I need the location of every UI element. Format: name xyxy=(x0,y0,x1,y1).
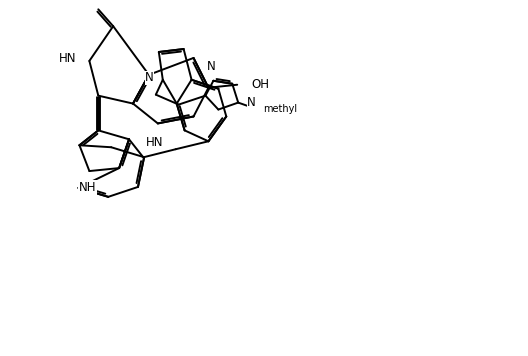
Text: OH: OH xyxy=(251,78,269,91)
Text: N: N xyxy=(145,71,154,84)
Text: N: N xyxy=(207,60,216,73)
Text: HN: HN xyxy=(146,136,164,149)
Text: NH: NH xyxy=(79,181,96,194)
Text: N: N xyxy=(247,96,256,109)
Text: HN: HN xyxy=(59,52,77,66)
Text: methyl: methyl xyxy=(263,104,297,114)
